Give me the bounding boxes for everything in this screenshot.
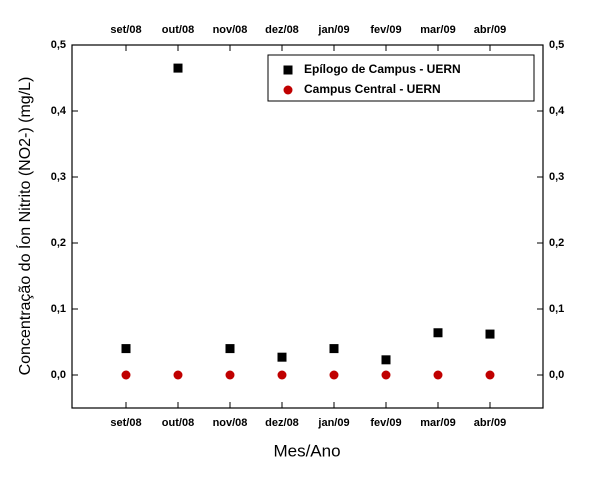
y-tick-label-right: 0,3 xyxy=(549,171,564,183)
y-tick-label: 0,2 xyxy=(51,237,66,249)
point xyxy=(329,344,339,354)
x-tick-label: jan/09 xyxy=(317,417,349,429)
x-tick-label: set/08 xyxy=(110,417,141,429)
x-tick-label: out/08 xyxy=(162,417,194,429)
y-axis-label: Concentração do Íon Nitrito (NO2-) (mg/L… xyxy=(15,77,34,376)
plot-frame xyxy=(71,44,544,409)
point xyxy=(121,344,131,354)
x-tick-label-top: fev/09 xyxy=(370,24,401,36)
legend-label: Campus Central - UERN xyxy=(304,82,441,96)
point xyxy=(381,355,391,365)
legend-box xyxy=(267,54,535,102)
point xyxy=(485,329,495,339)
legend-marker xyxy=(283,85,293,95)
y-tick-label-right: 0,1 xyxy=(549,303,564,315)
x-tick-label-top: dez/08 xyxy=(265,24,299,36)
x-tick-label: dez/08 xyxy=(265,417,299,429)
y-tick-label-right: 0,2 xyxy=(549,237,564,249)
y-tick-label: 0,1 xyxy=(51,303,66,315)
point xyxy=(121,370,131,380)
x-tick-label: fev/09 xyxy=(370,417,401,429)
point xyxy=(173,370,183,380)
y-tick-label: 0,5 xyxy=(51,39,66,51)
x-tick-label-top: abr/09 xyxy=(474,24,506,36)
x-tick-label: mar/09 xyxy=(420,417,455,429)
point xyxy=(173,63,183,73)
x-tick-label: nov/08 xyxy=(213,417,248,429)
x-tick-label-top: mar/09 xyxy=(420,24,455,36)
point xyxy=(433,328,443,338)
legend-marker xyxy=(283,65,293,75)
y-tick-label-right: 0,4 xyxy=(549,105,565,117)
x-axis-label: Mes/Ano xyxy=(273,441,340,460)
y-tick-label: 0,0 xyxy=(51,369,66,381)
point xyxy=(277,370,287,380)
point xyxy=(329,370,339,380)
y-tick-label: 0,3 xyxy=(51,171,66,183)
point xyxy=(381,370,391,380)
point xyxy=(225,370,235,380)
y-tick-label-right: 0,5 xyxy=(549,39,564,51)
y-tick-label: 0,4 xyxy=(51,105,67,117)
y-tick-label-right: 0,0 xyxy=(549,369,564,381)
legend-label: Epílogo de Campus - UERN xyxy=(304,62,461,76)
point xyxy=(433,370,443,380)
x-tick-label-top: nov/08 xyxy=(213,24,248,36)
x-tick-label-top: jan/09 xyxy=(317,24,349,36)
x-tick-label-top: out/08 xyxy=(162,24,194,36)
point xyxy=(225,344,235,354)
point xyxy=(277,352,287,362)
point xyxy=(485,370,495,380)
x-tick-label: abr/09 xyxy=(474,417,506,429)
x-tick-label-top: set/08 xyxy=(110,24,141,36)
